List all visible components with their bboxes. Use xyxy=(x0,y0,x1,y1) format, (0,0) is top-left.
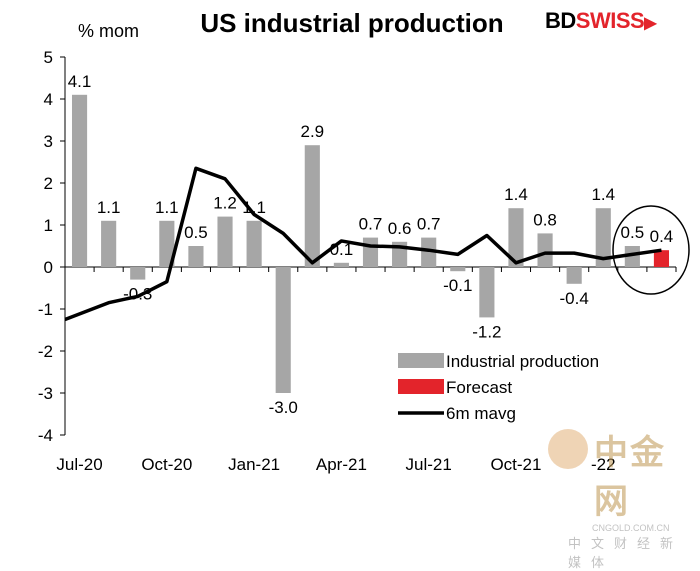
data-label: 1.1 xyxy=(242,198,266,217)
bar xyxy=(101,220,117,267)
data-label: 0.4 xyxy=(650,227,674,246)
forecast-highlight-circle xyxy=(612,205,690,295)
data-label: 1.2 xyxy=(213,194,237,213)
y-axis-label: % mom xyxy=(78,21,139,41)
legend-label: Forecast xyxy=(446,378,512,397)
bar xyxy=(508,208,524,267)
data-label: 2.9 xyxy=(300,122,324,141)
legend-swatch xyxy=(398,353,444,368)
legend-label: 6m mavg xyxy=(446,404,516,423)
bar xyxy=(566,267,582,284)
data-label: 0.6 xyxy=(388,219,412,238)
x-tick-label: Oct-21 xyxy=(490,455,541,474)
bars-group xyxy=(71,94,670,393)
legend: Industrial production Forecast 6m mavg xyxy=(398,352,599,423)
y-tick-label: 4 xyxy=(44,90,53,109)
watermark-title: 中金网 xyxy=(594,434,666,521)
y-tick-label: -1 xyxy=(38,300,53,319)
y-tick-label: 0 xyxy=(44,258,53,277)
bar xyxy=(246,220,262,267)
data-label: 4.1 xyxy=(68,72,92,91)
axes: -4 -3 -2 -1 0 1 2 3 4 5 Jul-20 Oct-20 Jan-21 Apr-21 Ju… xyxy=(38,48,677,474)
x-tick-label: Jul-20 xyxy=(56,455,102,474)
bar xyxy=(333,262,349,267)
y-tick-label: 2 xyxy=(44,174,53,193)
data-label: 1.4 xyxy=(591,185,615,204)
y-tick-label: -4 xyxy=(38,426,53,445)
legend-swatch xyxy=(398,379,444,394)
brand-arrow-icon: ▶ xyxy=(644,15,656,32)
line-series-mavg xyxy=(64,166,662,322)
bar xyxy=(71,94,88,267)
data-label: -0.3 xyxy=(123,285,152,304)
x-tick-label: Jan-21 xyxy=(228,455,280,474)
x-tick-label: Jul-21 xyxy=(406,455,452,474)
chart: US industrial production % mom -4 -3 -2 -1 0… xyxy=(38,8,690,474)
bar xyxy=(304,145,320,267)
data-labels: 4.1 1.1 -0.3 1.1 0.5 1.2 1.1 -3.0 2.9 0.1 0.7 0.6 0.… xyxy=(68,72,674,417)
bar xyxy=(362,237,379,267)
brand-logo: BDSWISS▶ xyxy=(545,8,656,34)
y-tick-label: 5 xyxy=(44,48,53,67)
data-label: 0.7 xyxy=(417,215,441,234)
data-label: -0.4 xyxy=(560,289,589,308)
x-tick-label: Oct-20 xyxy=(141,455,192,474)
bar xyxy=(479,267,495,318)
bar xyxy=(450,267,466,272)
watermark-tagline: 中文财经新媒体 xyxy=(568,536,684,570)
y-tick-label: 1 xyxy=(44,216,53,235)
y-tick-label: 3 xyxy=(44,132,53,151)
data-label: -3.0 xyxy=(269,398,298,417)
data-label: -1.2 xyxy=(472,322,501,341)
brand-name: SWISS xyxy=(575,8,645,33)
x-tick-label: Apr-21 xyxy=(316,455,367,474)
data-label: 0.5 xyxy=(621,223,645,242)
bar xyxy=(159,220,175,267)
data-label: 1.1 xyxy=(155,198,179,217)
chart-title: US industrial production xyxy=(200,8,503,38)
data-label: 0.8 xyxy=(533,210,557,229)
data-label: 1.4 xyxy=(504,185,528,204)
data-label: 0.7 xyxy=(359,215,383,234)
brand-prefix: BD xyxy=(545,8,576,33)
data-label: 0.1 xyxy=(330,240,354,259)
legend-label: Industrial production xyxy=(446,352,599,371)
bar xyxy=(653,250,670,267)
bar xyxy=(595,208,611,267)
data-label: -0.1 xyxy=(443,276,472,295)
x-tick-label: -22 xyxy=(591,455,616,474)
bar xyxy=(624,246,640,267)
y-tick-label: -3 xyxy=(38,384,53,403)
bar xyxy=(537,233,553,267)
watermark-logo-icon xyxy=(548,429,588,469)
bar xyxy=(130,267,146,280)
watermark-url: CNGOLD.COM.CN xyxy=(592,523,670,533)
data-label: 1.1 xyxy=(97,198,121,217)
bar xyxy=(421,237,437,267)
bar xyxy=(217,216,233,267)
watermark: 中金网 CNGOLD.COM.CN 中文财经新媒体 xyxy=(548,425,700,571)
bar xyxy=(188,246,204,267)
data-label: 0.5 xyxy=(184,223,208,242)
line-group xyxy=(64,166,662,322)
y-tick-label: -2 xyxy=(38,342,53,361)
bar xyxy=(275,267,291,393)
